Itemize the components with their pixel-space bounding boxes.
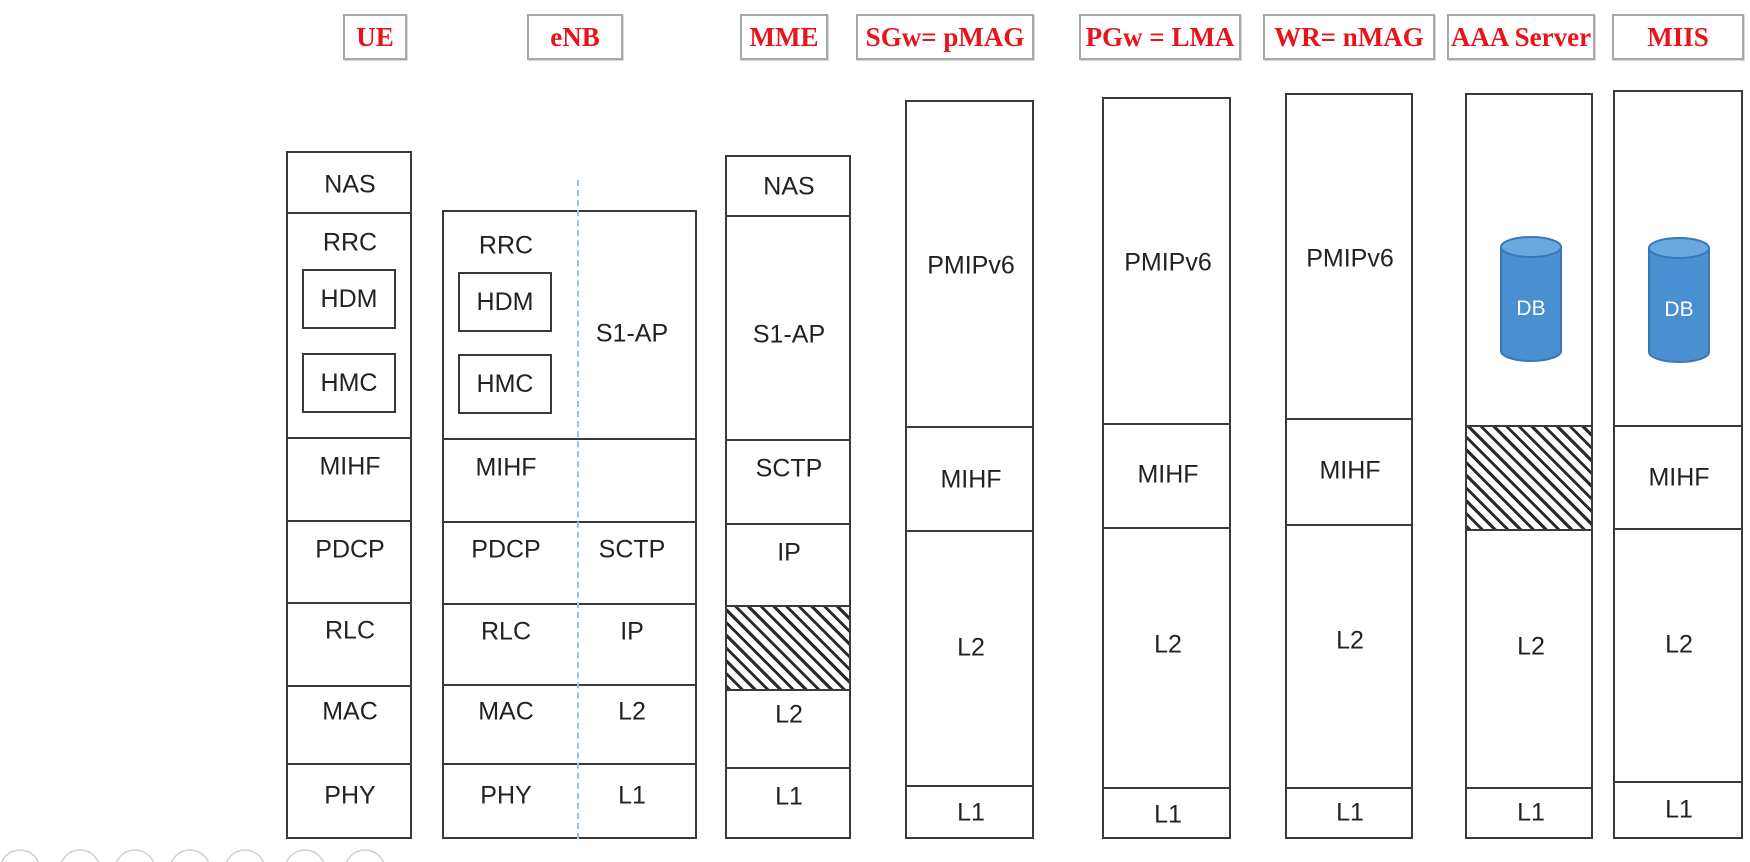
ue-phy-layer: [288, 763, 410, 837]
aaa-l2-label: L2: [1517, 632, 1545, 661]
pgw-l2-label: L2: [1154, 630, 1182, 659]
sgw-pmipv6-label: PMIPv6: [927, 251, 1015, 280]
sgw-l2-label: L2: [957, 633, 985, 662]
mme-ip-label: IP: [777, 538, 801, 567]
enb-hmc-box: HMC: [458, 354, 552, 414]
pgw-pmipv6-label: PMIPv6: [1124, 248, 1212, 277]
enb-stack: RRC HDM HMC S1-AP MIHF PDCP SCTP RLC IP …: [442, 210, 697, 839]
wr-l1-label: L1: [1336, 798, 1364, 827]
enb-phy-label: PHY: [480, 781, 532, 810]
enb-sctp-label: SCTP: [598, 535, 666, 564]
wr-stack: PMIPv6 MIHF L2 L1: [1285, 93, 1413, 839]
ue-rlc-label: RLC: [324, 616, 376, 645]
miis-l1-layer: [1615, 781, 1741, 837]
miis-mihf-layer: [1615, 425, 1741, 528]
mme-title: MME: [740, 14, 828, 60]
ue-mihf-layer: [288, 437, 410, 520]
sgw-stack: PMIPv6 MIHF L2 L1: [905, 100, 1034, 839]
ue-hdm-box: HDM: [302, 269, 396, 329]
bottom-edge-decoration: [0, 849, 385, 862]
enb-l2-label: L2: [618, 697, 646, 726]
aaa-db-label: DB: [1516, 297, 1546, 320]
enb-title: eNB: [527, 14, 623, 60]
wr-mihf-layer: [1287, 418, 1411, 524]
pgw-stack: PMIPv6 MIHF L2 L1: [1102, 97, 1231, 839]
sgw-l1-layer: [907, 785, 1032, 837]
sgw-mihf-layer: [907, 426, 1032, 530]
sgw-title: SGw= pMAG: [856, 14, 1034, 60]
enb-divider-dashed-line: [577, 180, 579, 839]
ue-pdcp-label: PDCP: [315, 535, 385, 564]
enb-mac-layer: [444, 684, 695, 763]
enb-hdm-box: HDM: [458, 272, 552, 332]
aaa-title: AAA Server: [1447, 14, 1595, 60]
miis-database-icon: [1648, 237, 1710, 363]
miis-db-label: DB: [1664, 298, 1694, 321]
wr-pmipv6-label: PMIPv6: [1306, 244, 1394, 273]
aaa-l1-label: L1: [1517, 798, 1545, 827]
wr-l2-label: L2: [1336, 626, 1364, 655]
wr-l2-layer: [1287, 524, 1411, 787]
enb-mac-label: MAC: [478, 697, 534, 726]
mme-sctp-layer: [727, 439, 849, 523]
miis-l1-label: L1: [1665, 795, 1693, 824]
aaa-l1-layer: [1467, 787, 1591, 837]
enb-pdcp-layer: [444, 521, 695, 603]
mme-s1ap-layer: [727, 215, 849, 439]
mme-l2-layer: [727, 689, 849, 767]
aaa-stack: DB L2 L1: [1465, 93, 1593, 839]
ue-phy-label: PHY: [324, 781, 376, 810]
enb-rlc-label: RLC: [480, 617, 532, 646]
enb-rlc-layer: [444, 603, 695, 684]
enb-ip-label: IP: [620, 617, 644, 646]
enb-s1ap-label: S1-AP: [595, 319, 669, 348]
ue-mihf-label: MIHF: [319, 452, 381, 481]
miis-title: MIIS: [1612, 14, 1744, 60]
ue-stack: NAS RRC HDM HMC MIHF PDCP RLC MAC PHY: [286, 151, 412, 839]
enb-mihf-layer: [444, 438, 695, 521]
wr-l1-layer: [1287, 787, 1411, 837]
ue-nas-label: NAS: [324, 170, 376, 199]
mme-l1-label: L1: [775, 782, 803, 811]
pgw-l1-layer: [1104, 787, 1229, 837]
ue-mac-label: MAC: [322, 697, 378, 726]
aaa-hatched-layer: [1467, 425, 1591, 529]
pgw-title: PGw = LMA: [1079, 14, 1241, 60]
ue-title: UE: [343, 14, 407, 60]
mme-nas-label: NAS: [763, 172, 815, 201]
enb-mihf-label: MIHF: [475, 453, 537, 482]
ue-rlc-layer: [288, 602, 410, 685]
pgw-mihf-label: MIHF: [1137, 460, 1199, 489]
mme-stack: NAS S1-AP SCTP IP L2 L1: [725, 155, 851, 839]
enb-l1-label: L1: [618, 781, 646, 810]
ue-hmc-box: HMC: [302, 353, 396, 413]
mme-s1ap-label: S1-AP: [752, 320, 826, 349]
enb-pdcp-label: PDCP: [471, 535, 541, 564]
miis-l2-label: L2: [1665, 630, 1693, 659]
ue-mac-layer: [288, 685, 410, 763]
wr-title: WR= nMAG: [1263, 14, 1435, 60]
miis-mihf-label: MIHF: [1648, 463, 1710, 492]
enb-phy-layer: [444, 763, 695, 837]
pgw-mihf-layer: [1104, 423, 1229, 527]
enb-rrc-label: RRC: [478, 231, 534, 260]
mme-ip-layer: [727, 523, 849, 605]
aaa-database-icon: [1500, 236, 1562, 362]
ue-rrc-label: RRC: [322, 228, 378, 257]
sgw-mihf-label: MIHF: [940, 465, 1002, 494]
mme-l1-layer: [727, 767, 849, 837]
aaa-l2-layer: [1467, 529, 1591, 787]
sgw-l2-layer: [907, 530, 1032, 785]
ue-rrc-layer: [288, 212, 410, 437]
miis-stack: DB MIHF L2 L1: [1613, 90, 1743, 839]
mme-l2-label: L2: [775, 700, 803, 729]
wr-mihf-label: MIHF: [1319, 456, 1381, 485]
miis-l2-layer: [1615, 528, 1741, 781]
pgw-l2-layer: [1104, 527, 1229, 787]
pgw-l1-label: L1: [1154, 800, 1182, 829]
sgw-l1-label: L1: [957, 798, 985, 827]
ue-pdcp-layer: [288, 520, 410, 602]
mme-hatched-layer: [727, 605, 849, 689]
mme-sctp-label: SCTP: [755, 454, 823, 483]
